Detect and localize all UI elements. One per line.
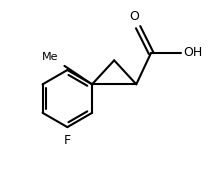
Text: Me: Me [42,52,58,62]
Text: F: F [64,134,71,148]
Text: O: O [130,10,139,24]
Text: OH: OH [183,47,202,59]
